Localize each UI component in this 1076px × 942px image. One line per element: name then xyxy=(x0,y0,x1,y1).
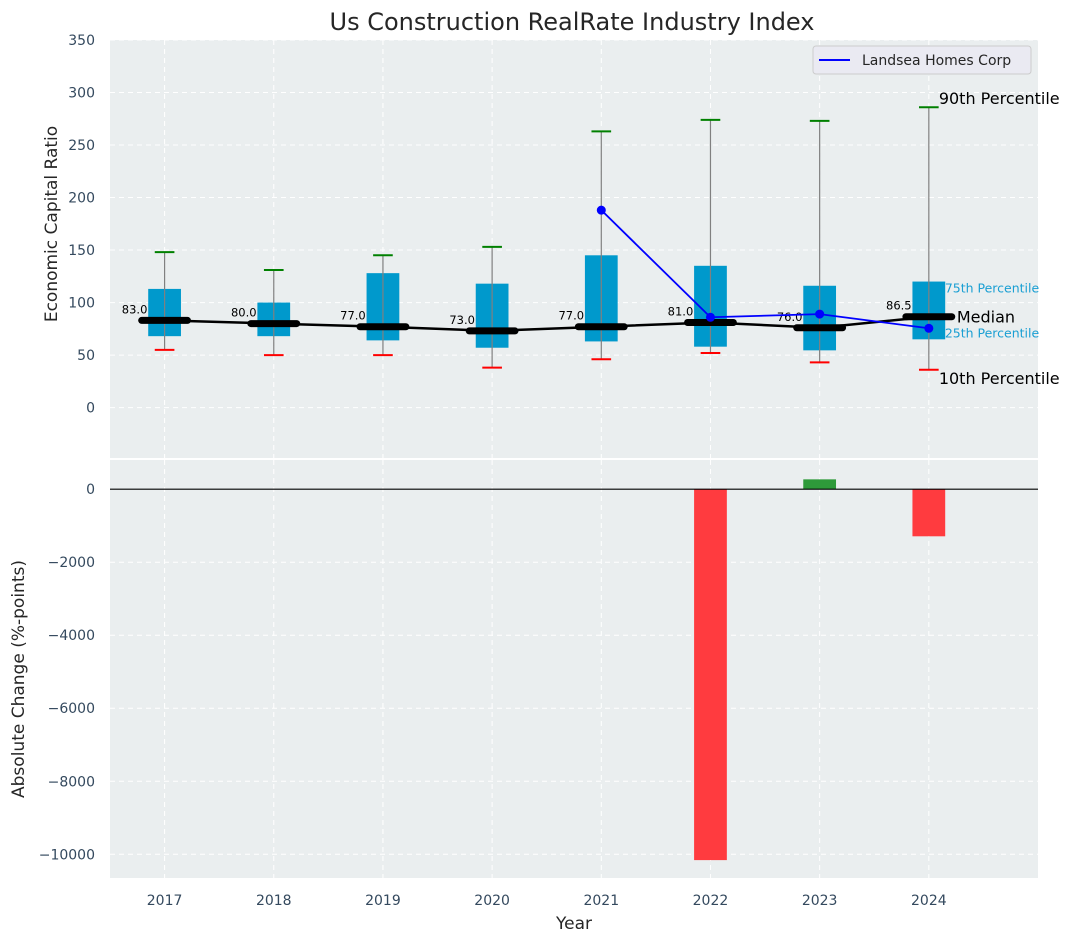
x-ticks: 2017 2018 2019 2020 2021 2022 2023 2024 xyxy=(147,893,947,909)
chart-title: Us Construction RealRate Industry Index xyxy=(330,8,815,36)
x-tick-label: 2017 xyxy=(147,893,183,909)
change-bar xyxy=(803,479,837,490)
median-value-label: 86.5 xyxy=(886,299,912,313)
x-tick-label: 2018 xyxy=(256,893,292,909)
top-y-tick-label: 150 xyxy=(68,243,95,259)
anno-median: Median xyxy=(957,308,1015,327)
top-y-tick-label: 350 xyxy=(68,33,95,49)
anno-75th-percentile: 75th Percentile xyxy=(945,281,1040,296)
series-point-landsea xyxy=(596,205,606,215)
bottom-y-axis-label: Absolute Change (%-points) xyxy=(9,560,29,798)
bottom-y-tick-label: 0 xyxy=(86,482,95,498)
bottom-y-tick-label: −6000 xyxy=(48,701,95,717)
median-value-label: 77.0 xyxy=(558,309,584,323)
change-bar xyxy=(912,489,946,537)
top-y-tick-label: 0 xyxy=(86,401,95,417)
series-line-landsea xyxy=(600,209,929,330)
bottom-plot-area xyxy=(110,460,1038,878)
bottom-y-tick-label: −2000 xyxy=(48,555,95,571)
top-gridlines xyxy=(110,39,1038,458)
median-value-label: 83.0 xyxy=(122,302,148,316)
anno-25th-percentile: 25th Percentile xyxy=(945,325,1040,340)
bottom-y-tick-label: −8000 xyxy=(48,774,95,790)
percentile-annotations: 90th Percentile 75th Percentile Median 2… xyxy=(939,89,1060,388)
x-tick-label: 2019 xyxy=(365,893,401,909)
top-y-tick-label: 100 xyxy=(68,296,95,312)
top-y-tick-label: 250 xyxy=(68,138,95,154)
median-value-label: 80.0 xyxy=(231,306,257,320)
x-tick-label: 2024 xyxy=(911,893,947,909)
bottom-y-tick-label: −4000 xyxy=(48,628,95,644)
top-y-tick-label: 300 xyxy=(68,86,95,102)
median-value-label: 81.0 xyxy=(668,305,694,319)
box-plot-marks: 83.0 80.0 77.0 73.0 77.0 81.0 76.0 86.5 xyxy=(122,106,956,371)
top-plot-area xyxy=(110,40,1038,458)
bottom-y-ticks: 0 −2000 −4000 −6000 −8000 −10000 xyxy=(39,482,95,863)
median-value-label: 76.0 xyxy=(777,310,803,324)
top-y-tick-label: 50 xyxy=(77,348,95,364)
anno-10th-percentile: 10th Percentile xyxy=(939,369,1060,388)
change-bar xyxy=(694,489,727,861)
x-tick-label: 2020 xyxy=(474,893,510,909)
series-point-landsea xyxy=(705,312,715,322)
median-value-label: 77.0 xyxy=(340,309,366,323)
x-tick-label: 2022 xyxy=(693,893,729,909)
legend-entry-landsea: Landsea Homes Corp xyxy=(862,53,1011,69)
x-tick-label: 2021 xyxy=(583,893,619,909)
top-y-axis-label: Economic Capital Ratio xyxy=(42,126,62,322)
legend: Landsea Homes Corp xyxy=(812,45,1032,75)
legend-frame xyxy=(812,45,1032,75)
series-point-landsea xyxy=(815,309,825,319)
x-axis-label: Year xyxy=(555,914,592,934)
anno-90th-percentile: 90th Percentile xyxy=(939,89,1060,108)
change-bars xyxy=(110,479,1038,861)
top-y-tick-label: 200 xyxy=(68,191,95,207)
x-tick-label: 2023 xyxy=(802,893,838,909)
series-point-landsea xyxy=(924,323,934,333)
median-value-label: 73.0 xyxy=(449,313,475,327)
top-y-ticks: 0 50 100 150 200 250 300 350 xyxy=(68,33,95,417)
bottom-y-tick-label: −10000 xyxy=(39,847,95,863)
